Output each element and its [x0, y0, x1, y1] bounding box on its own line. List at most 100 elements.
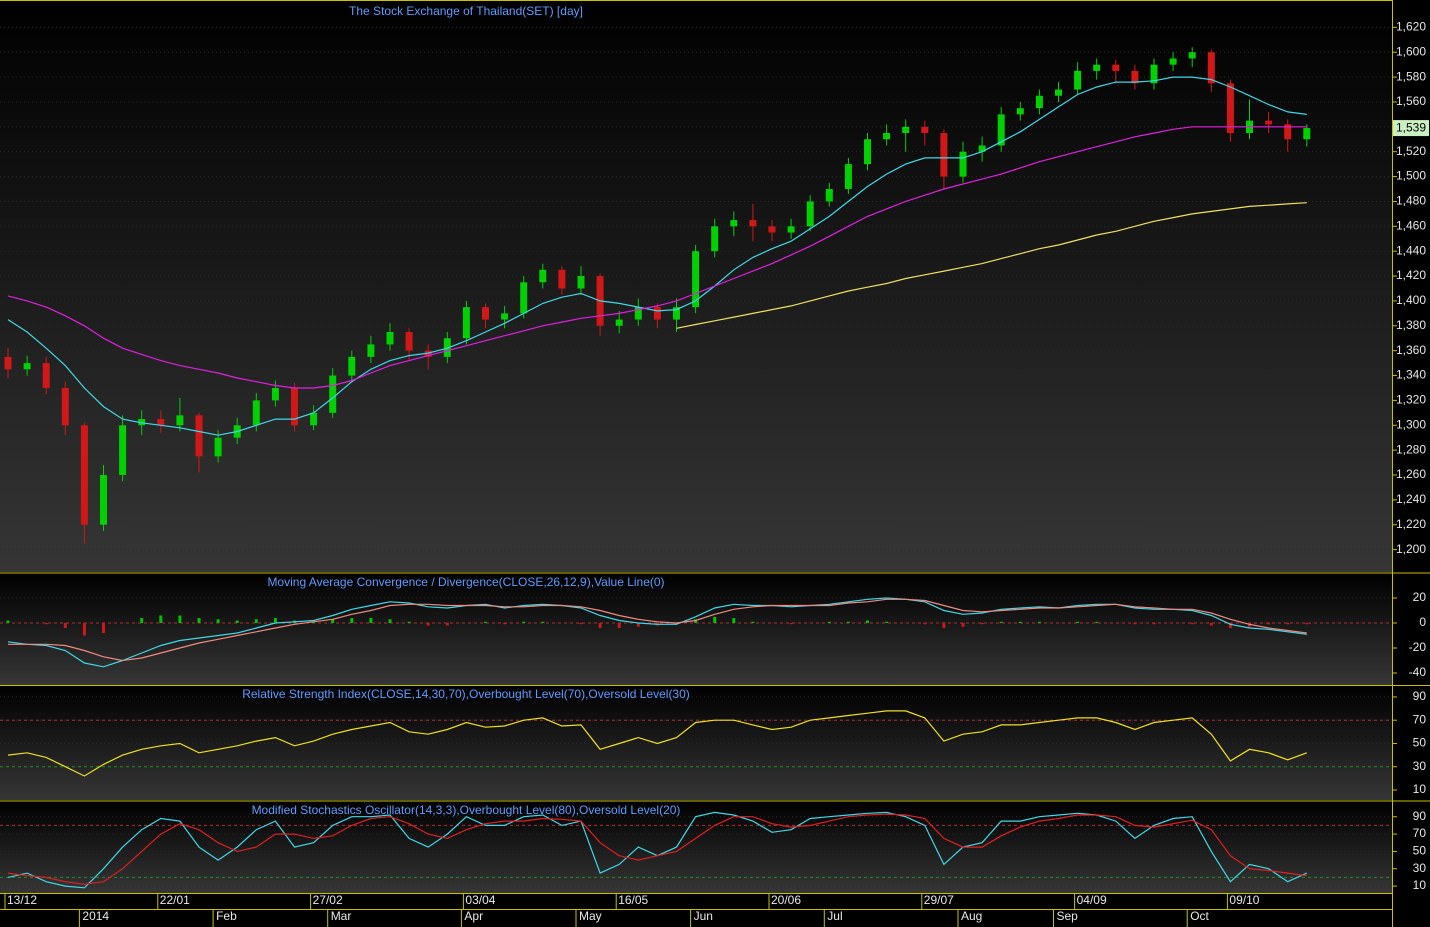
- x-tick-label: 27/02: [313, 893, 343, 907]
- indicator-line: [7, 76, 1307, 436]
- y-tick-label: 1,620: [1396, 20, 1426, 34]
- x-tick-label: 16/05: [618, 893, 648, 907]
- y-tick-label: 1,340: [1396, 368, 1426, 382]
- x-tick-label: 03/04: [465, 893, 495, 907]
- candle-body: [864, 139, 871, 165]
- candle-body: [539, 269, 547, 283]
- panel-title: Moving Average Convergence / Divergence(…: [267, 575, 664, 589]
- y-tick-label: 1,480: [1396, 194, 1426, 208]
- candle-body: [730, 220, 738, 227]
- candle-body: [825, 189, 833, 202]
- panel-title: Modified Stochastics Oscillator(14,3,3),…: [252, 803, 681, 817]
- candle-body: [558, 269, 566, 289]
- indicator-line: [7, 126, 1307, 389]
- candle-body: [291, 387, 298, 426]
- candle-body: [157, 419, 165, 426]
- last-price-label: 1,539: [1396, 120, 1426, 134]
- candle-body: [997, 114, 1005, 146]
- y-tick-label: 1,500: [1396, 169, 1426, 183]
- y-tick-label: 1,240: [1396, 492, 1426, 506]
- candle-body: [1303, 128, 1311, 140]
- candle-body: [1093, 64, 1101, 71]
- candle-body: [4, 356, 12, 370]
- last-price-box: [1393, 120, 1429, 137]
- x-month-label: 2014: [82, 909, 109, 923]
- y-tick-label: 1,260: [1396, 467, 1426, 481]
- x-month-label: Jul: [827, 909, 842, 923]
- candle-body: [310, 412, 318, 426]
- candle-body: [1016, 108, 1024, 115]
- candle-body: [1112, 64, 1120, 71]
- candle-body: [271, 387, 279, 401]
- candle-body: [195, 415, 203, 457]
- candle-body: [634, 307, 642, 320]
- y-tick-label: 1,460: [1396, 218, 1426, 232]
- panel-background: [0, 802, 1392, 893]
- candle-body: [787, 226, 795, 233]
- candle-body: [1035, 95, 1043, 109]
- x-month-label: Jun: [694, 909, 713, 923]
- panel-title: The Stock Exchange of Thailand(SET) [day…: [349, 4, 583, 18]
- candle-body: [1226, 83, 1234, 134]
- y-tick-label: 1,300: [1396, 417, 1426, 431]
- candle-body: [1055, 89, 1062, 96]
- candle-body: [176, 415, 184, 426]
- y-tick-label: 70: [1413, 826, 1427, 840]
- y-tick-label: 1,360: [1396, 343, 1426, 357]
- candle-body: [462, 307, 470, 339]
- candle-body: [692, 251, 700, 308]
- candle-body: [844, 164, 852, 190]
- candle-body: [329, 375, 337, 413]
- x-tick-label: 13/12: [7, 893, 37, 907]
- y-tick-label: 1,220: [1396, 517, 1426, 531]
- candle-body: [386, 332, 394, 345]
- x-tick-label: 20/06: [771, 893, 801, 907]
- candle-body: [367, 344, 375, 357]
- candle-body: [959, 151, 967, 177]
- candle-body: [348, 356, 356, 376]
- candle-body: [23, 363, 31, 370]
- candle-body: [80, 425, 88, 525]
- y-tick-label: 1,440: [1396, 243, 1426, 257]
- panel-title: Relative Strength Index(CLOSE,14,30,70),…: [242, 687, 690, 701]
- candle-body: [42, 363, 50, 388]
- indicator-line: [8, 598, 1307, 662]
- y-tick-label: 10: [1413, 782, 1427, 796]
- candle-body: [711, 226, 719, 252]
- candle-body: [749, 220, 757, 227]
- y-tick-label: 1,380: [1396, 318, 1426, 332]
- indicator-line: [676, 202, 1307, 329]
- candle-body: [1265, 120, 1273, 125]
- candle-body: [902, 126, 910, 134]
- y-tick-label: 0: [1419, 615, 1426, 629]
- candle-body: [214, 437, 222, 457]
- x-month-label: Oct: [1190, 909, 1209, 923]
- candle-body: [61, 387, 69, 426]
- x-tick-label: 04/09: [1077, 893, 1107, 907]
- candle-body: [520, 282, 528, 314]
- y-tick-label: 1,420: [1396, 268, 1426, 282]
- y-tick-label: 70: [1413, 712, 1427, 726]
- candle-body: [921, 126, 929, 134]
- candle-body: [1074, 70, 1082, 90]
- y-tick-label: 1,560: [1396, 94, 1426, 108]
- x-tick-label: 09/10: [1229, 893, 1259, 907]
- candle-body: [768, 226, 776, 233]
- candle-body: [443, 338, 451, 357]
- x-month-label: Aug: [961, 909, 982, 923]
- x-month-label: Feb: [216, 909, 237, 923]
- y-tick-label: 50: [1413, 844, 1427, 858]
- x-month-label: May: [579, 909, 602, 923]
- y-tick-label: -20: [1409, 640, 1427, 654]
- candle-body: [138, 419, 146, 426]
- candle-body: [1169, 58, 1177, 65]
- candle-body: [806, 201, 814, 227]
- y-tick-label: 1,200: [1396, 542, 1426, 556]
- y-tick-label: 1,280: [1396, 442, 1426, 456]
- candle-body: [978, 145, 986, 152]
- x-tick-label: 22/01: [160, 893, 190, 907]
- x-month-label: Sep: [1057, 909, 1079, 923]
- y-tick-label: 1,580: [1396, 69, 1426, 83]
